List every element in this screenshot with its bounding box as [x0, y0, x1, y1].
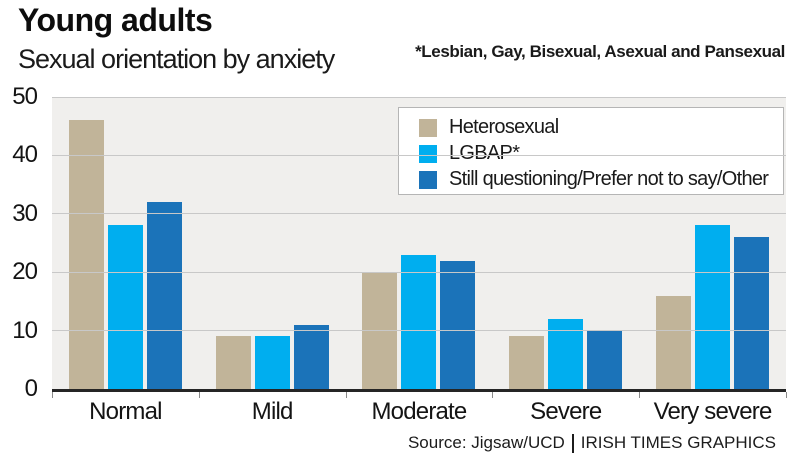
legend-label: Still questioning/Prefer not to say/Othe… [449, 168, 769, 190]
x-axis-tick [345, 392, 347, 398]
bar [254, 336, 290, 389]
footnote-lgbap: *Lesbian, Gay, Bisexual, Asexual and Pan… [415, 42, 785, 61]
bar-group-very-severe [639, 97, 786, 389]
bar [734, 237, 770, 389]
bar-group-normal [52, 97, 199, 389]
bar [146, 202, 182, 389]
y-tick-label-0: 0 [24, 375, 38, 402]
y-tick-label-40: 40 [12, 141, 38, 169]
x-axis-label-severe: Severe [530, 398, 602, 425]
x-axis-label-normal: Normal [89, 398, 162, 425]
bar [215, 336, 251, 389]
bar [656, 295, 692, 389]
bar [293, 324, 329, 389]
source-divider [571, 433, 574, 453]
bar-group-mild [199, 97, 346, 389]
x-axis-labels: Normal Mild Moderate Severe Very severe [52, 398, 786, 426]
x-axis-tick [639, 392, 641, 398]
y-axis: 0 10 20 30 40 50 [0, 85, 40, 401]
credit-text: IRISH TIMES GRAPHICS [580, 433, 776, 452]
gridline-40 [52, 154, 786, 156]
gridline-20 [52, 271, 786, 273]
gridline-10 [52, 330, 786, 332]
legend-row: Heterosexual [419, 115, 783, 140]
legend: Heterosexual LGBAP* Still questioning/Pref… [398, 107, 784, 195]
source-line: Source: Jigsaw/UCD IRISH TIMES GRAPHICS [408, 433, 776, 453]
bar [440, 260, 476, 389]
bar [587, 330, 623, 389]
x-axis-tick [492, 392, 494, 398]
y-tick-label-30: 30 [12, 199, 38, 227]
bar [695, 225, 731, 389]
gridline-50 [52, 96, 786, 98]
x-axis-label-very-severe: Very severe [653, 398, 773, 425]
bar [509, 336, 545, 389]
plot-area: Heterosexual LGBAP* Still questioning/Pref… [52, 96, 786, 392]
legend-row: Still questioning/Prefer not to say/Othe… [419, 167, 783, 192]
x-axis-label-mild: Mild [251, 398, 294, 425]
legend-swatch-icon [419, 118, 437, 137]
bar [401, 254, 437, 389]
gridline-30 [52, 213, 786, 215]
legend-label: LGBAP* [449, 142, 520, 164]
x-axis-tick [52, 392, 53, 398]
x-axis-label-moderate: Moderate [371, 398, 467, 425]
x-axis-tick [198, 392, 200, 398]
legend-row: LGBAP* [419, 141, 783, 166]
bar-group-moderate [346, 97, 493, 389]
legend-swatch-icon [419, 170, 437, 189]
y-tick-label-50: 50 [12, 83, 38, 110]
legend-swatch-icon [419, 144, 437, 163]
source-text: Source: Jigsaw/UCD [407, 433, 565, 452]
y-tick-label-10: 10 [12, 316, 38, 344]
bar [107, 225, 143, 389]
page-title: Young adults [18, 2, 213, 38]
x-axis-tick [786, 392, 787, 398]
legend-label: Heterosexual [449, 116, 559, 138]
y-tick-label-20: 20 [12, 258, 38, 286]
bar-groups [52, 97, 786, 389]
bar [68, 120, 104, 389]
chart-subtitle: Sexual orientation by anxiety [18, 44, 335, 74]
